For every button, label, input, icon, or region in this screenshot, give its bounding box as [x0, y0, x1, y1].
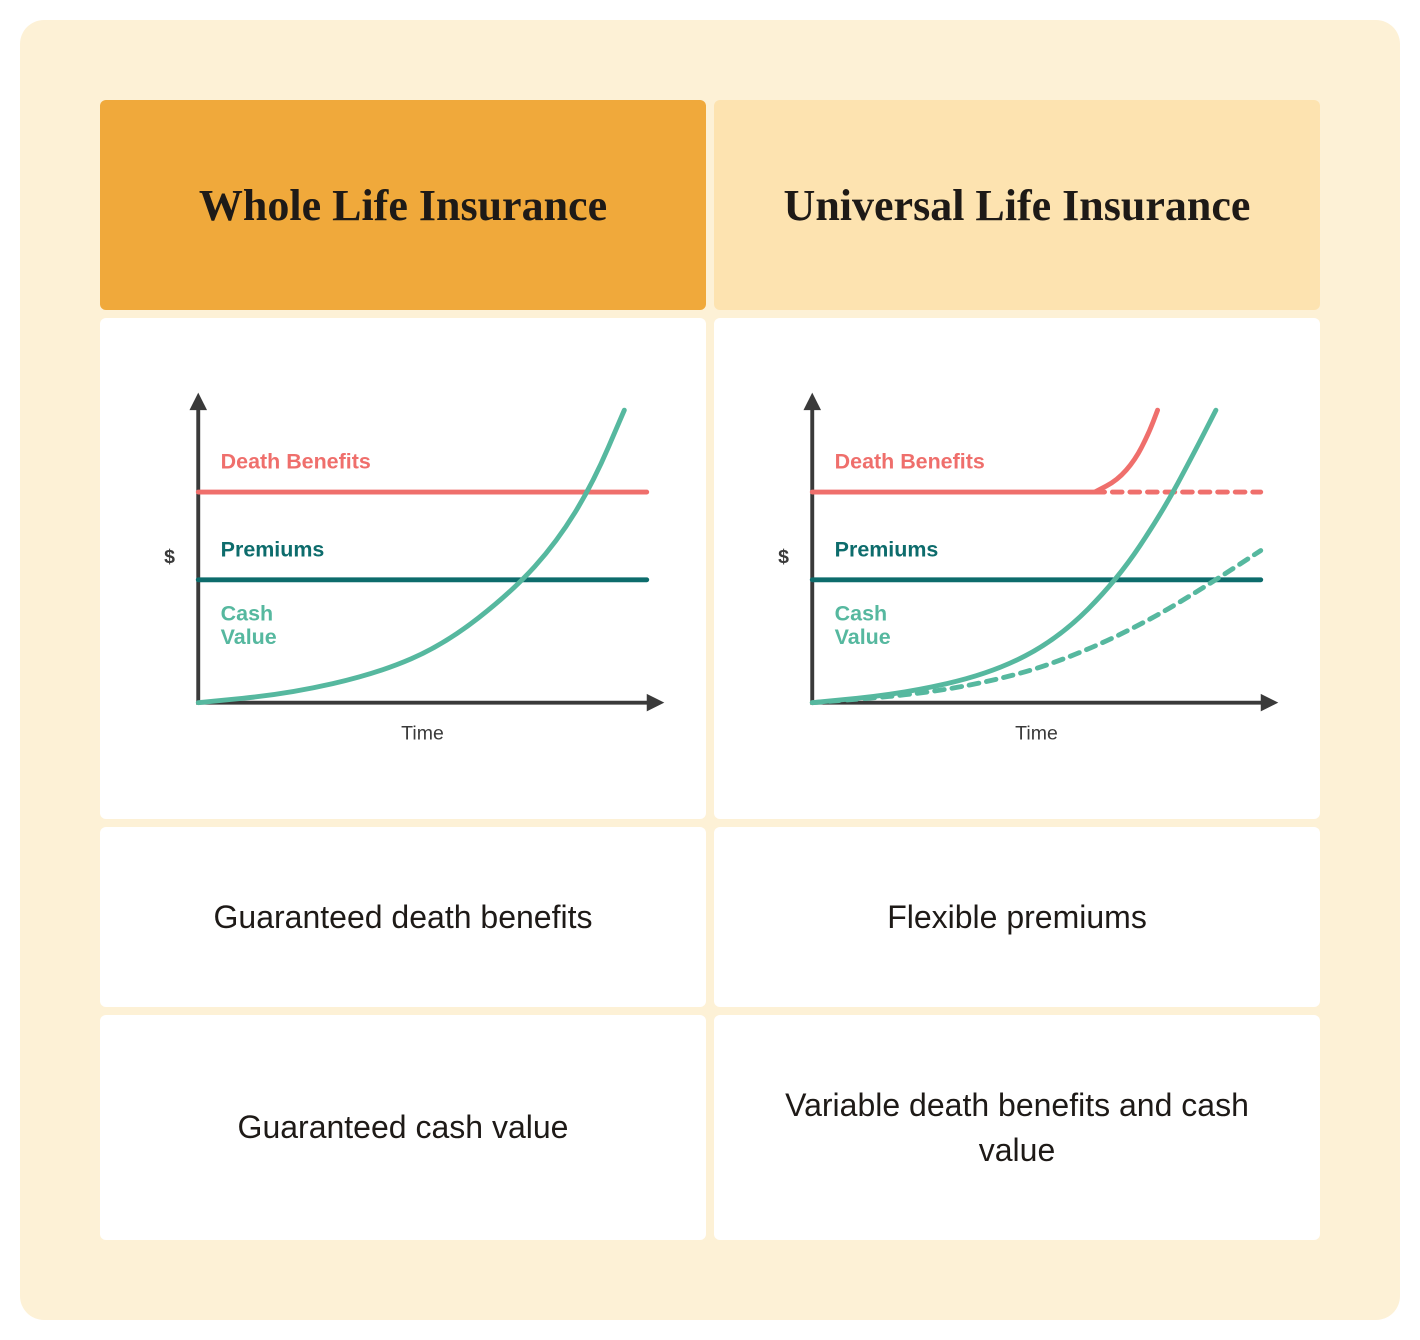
header-title-right: Universal Life Insurance — [784, 178, 1251, 233]
series-label-cash_value_solid: Value — [835, 625, 891, 649]
feature-right-2: Variable death benefits and cash value — [714, 1015, 1320, 1240]
feature-left-2: Guaranteed cash value — [100, 1015, 706, 1240]
series-label-premiums: Premiums — [835, 538, 939, 562]
feature-right-1: Flexible premiums — [714, 827, 1320, 1007]
series-label-death_benefits_solid: Death Benefits — [835, 450, 985, 474]
chart-universal-life: $ Time Death Benefits Premiums CashValue — [714, 318, 1320, 819]
x-axis-label: Time — [401, 723, 444, 745]
x-axis-label: Time — [1015, 723, 1058, 745]
chart-whole-life: $ Time Death Benefits Premiums CashValue — [100, 318, 706, 819]
feature-text: Guaranteed cash value — [238, 1105, 569, 1150]
chart-svg: $ Time Death Benefits Premiums CashValue — [130, 353, 676, 799]
feature-text: Flexible premiums — [887, 895, 1147, 940]
series-label-cash_value: Value — [221, 625, 277, 649]
header-whole-life: Whole Life Insurance — [100, 100, 706, 310]
feature-text: Variable death benefits and cash value — [744, 1083, 1290, 1173]
comparison-grid: Whole Life Insurance Universal Life Insu… — [100, 100, 1320, 1240]
chart-svg: $ Time Death Benefits Premiums CashValue — [744, 353, 1290, 799]
header-title-left: Whole Life Insurance — [199, 178, 607, 233]
series-label-cash_value: Cash — [221, 602, 273, 626]
series-label-premiums: Premiums — [221, 538, 325, 562]
series-label-cash_value_solid: Cash — [835, 602, 887, 626]
feature-text: Guaranteed death benefits — [214, 895, 593, 940]
comparison-infographic: Whole Life Insurance Universal Life Insu… — [20, 20, 1400, 1320]
header-universal-life: Universal Life Insurance — [714, 100, 1320, 310]
y-axis-label: $ — [164, 546, 175, 568]
y-axis-label: $ — [778, 546, 789, 568]
series-label-death_benefits: Death Benefits — [221, 450, 371, 474]
feature-left-1: Guaranteed death benefits — [100, 827, 706, 1007]
